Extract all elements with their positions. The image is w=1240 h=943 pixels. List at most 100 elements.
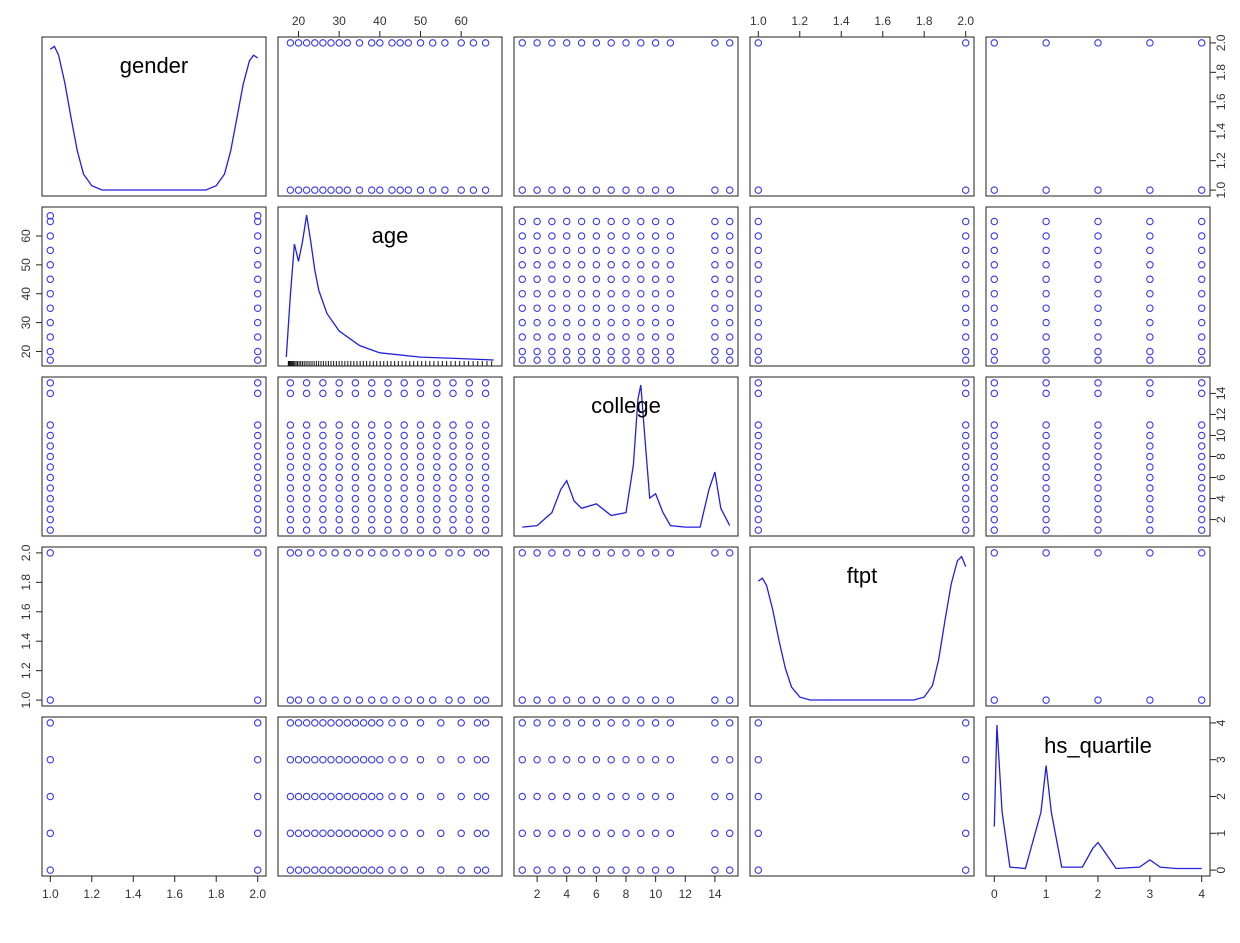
point	[518, 347, 527, 356]
point	[637, 246, 645, 255]
tick-label-gender: 2.0	[1214, 34, 1228, 51]
point	[592, 755, 601, 764]
point	[449, 421, 457, 429]
point	[286, 494, 295, 503]
point	[1042, 549, 1050, 557]
point	[651, 866, 660, 874]
tick-label-age: 40	[373, 14, 387, 28]
point	[449, 442, 457, 450]
point	[428, 696, 437, 704]
spread-lower-line	[994, 349, 1201, 355]
point	[253, 333, 262, 341]
panel-frame-r2-c2	[513, 376, 739, 537]
point	[1094, 494, 1102, 503]
point	[548, 356, 556, 364]
point	[473, 792, 482, 801]
point	[416, 755, 425, 764]
point	[622, 829, 630, 838]
point	[481, 484, 490, 492]
point	[416, 696, 425, 704]
point	[400, 829, 408, 838]
point	[302, 755, 311, 764]
variable-label-gender: gender	[120, 53, 189, 78]
point	[577, 232, 586, 240]
point	[754, 463, 763, 471]
point	[319, 473, 327, 482]
point	[607, 217, 615, 226]
point	[754, 275, 763, 284]
point	[286, 431, 295, 440]
point	[481, 505, 490, 513]
point	[961, 421, 970, 429]
point	[404, 186, 413, 194]
point	[46, 719, 55, 727]
point	[990, 261, 999, 269]
point	[961, 829, 970, 838]
point	[1042, 696, 1050, 704]
point	[577, 318, 586, 327]
point	[396, 39, 404, 47]
point	[481, 494, 490, 503]
point	[1146, 333, 1154, 341]
point	[518, 755, 527, 764]
point	[711, 333, 719, 341]
point	[607, 356, 615, 364]
point	[433, 452, 441, 461]
point	[592, 356, 601, 364]
point	[666, 39, 675, 47]
point	[1042, 421, 1050, 429]
density-curve-age	[285, 214, 494, 361]
point	[1094, 696, 1102, 704]
tick-label-hs_quartile: 2	[1095, 887, 1102, 901]
point	[306, 549, 315, 557]
point	[637, 304, 645, 312]
point	[319, 515, 327, 524]
point	[343, 719, 352, 727]
point	[533, 186, 541, 194]
point	[1094, 452, 1102, 461]
point	[961, 494, 970, 503]
point	[253, 246, 262, 255]
point	[651, 696, 660, 704]
regression-line	[50, 341, 257, 342]
point	[577, 829, 586, 838]
point	[711, 356, 719, 364]
regression-line	[758, 833, 965, 840]
point	[449, 389, 457, 398]
point	[711, 696, 719, 704]
point	[622, 217, 630, 226]
point	[400, 379, 408, 387]
point	[343, 549, 352, 557]
point	[577, 39, 586, 47]
point	[637, 792, 645, 801]
density-curve-ftpt	[757, 555, 967, 701]
point	[592, 696, 601, 704]
point	[388, 39, 396, 47]
point	[400, 866, 408, 874]
point	[335, 866, 343, 874]
point	[533, 261, 541, 269]
point	[651, 755, 660, 764]
point	[1197, 526, 1206, 534]
point	[607, 719, 615, 727]
point	[351, 463, 360, 471]
point	[548, 549, 556, 557]
point	[990, 442, 999, 450]
smooth-line	[522, 616, 729, 626]
tick-label-college: 8	[1214, 453, 1228, 460]
point	[754, 39, 763, 47]
panel-frame-r3-c0	[41, 546, 267, 707]
point	[46, 275, 55, 284]
point	[46, 246, 55, 255]
point	[725, 829, 734, 838]
point	[754, 318, 763, 327]
point	[725, 304, 734, 312]
point	[376, 792, 384, 801]
point	[376, 866, 384, 874]
point	[1094, 431, 1102, 440]
point	[1042, 463, 1050, 471]
point	[725, 289, 734, 298]
point	[1042, 39, 1050, 47]
point	[637, 696, 645, 704]
point	[607, 232, 615, 240]
